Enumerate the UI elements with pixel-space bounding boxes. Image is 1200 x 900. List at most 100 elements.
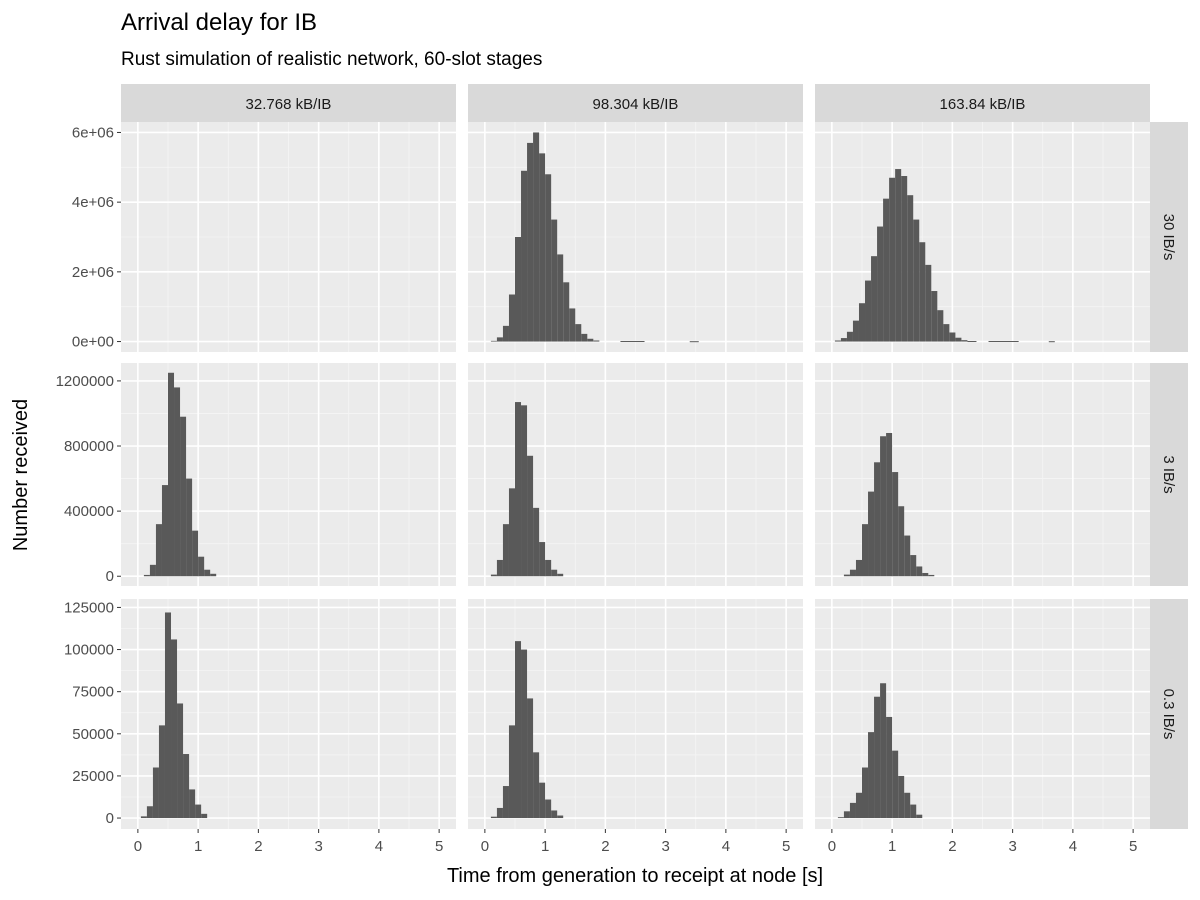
- histogram-bar: [575, 324, 582, 342]
- histogram-bar: [931, 291, 938, 342]
- strip-label: 32.768 kB/IB: [246, 96, 332, 113]
- x-tick-label: 2: [254, 838, 262, 855]
- histogram-bar: [177, 703, 184, 819]
- histogram-bar: [904, 535, 911, 577]
- histogram-bar: [581, 333, 588, 342]
- histogram-bar: [852, 320, 859, 342]
- histogram-bar: [527, 455, 534, 577]
- histogram-bar: [189, 789, 196, 819]
- histogram-bar: [849, 569, 856, 577]
- strip-label: 3 IB/s: [1160, 455, 1177, 493]
- chart-title: Arrival delay for IB: [121, 9, 317, 36]
- facet-panel: [815, 363, 1150, 586]
- facet-strip-row: 30 IB/s: [1150, 122, 1188, 352]
- histogram-bar: [514, 237, 522, 342]
- histogram-bar: [149, 564, 156, 577]
- strip-background: [1150, 363, 1188, 586]
- facet-panel: [815, 122, 1150, 352]
- histogram-bar: [171, 639, 178, 819]
- strip-background: [1150, 122, 1188, 352]
- x-tick-label: 1: [888, 838, 896, 855]
- histogram-bar: [861, 767, 869, 819]
- histogram-bar: [527, 142, 534, 342]
- facet-panel: [121, 363, 456, 586]
- histogram-bar: [886, 716, 893, 819]
- histogram-bar: [928, 574, 935, 577]
- histogram-bar: [167, 372, 175, 577]
- histogram-bar: [508, 294, 515, 342]
- histogram-bar: [557, 573, 564, 577]
- x-tick-label: 2: [601, 838, 609, 855]
- histogram-bar: [865, 280, 872, 342]
- histogram-bar: [186, 478, 193, 577]
- histogram-bar: [910, 804, 917, 819]
- histogram-bar: [551, 810, 558, 819]
- y-tick-label: 75000: [72, 684, 114, 701]
- histogram-bar: [880, 683, 887, 819]
- x-tick-label: 0: [134, 838, 142, 855]
- y-tick-label: 1200000: [56, 373, 114, 390]
- facet-panel: [815, 599, 1150, 829]
- histogram-bar: [988, 341, 1019, 343]
- chart-subtitle: Rust simulation of realistic network, 60…: [121, 49, 542, 70]
- histogram-bar: [152, 767, 159, 819]
- facet-panel: [121, 122, 456, 352]
- y-tick-label: 0: [106, 810, 114, 827]
- y-tick-label: 100000: [64, 642, 114, 659]
- facet-strip-col: 98.304 kB/IB: [468, 84, 803, 122]
- histogram-bar: [502, 325, 509, 342]
- histogram-bar: [889, 177, 896, 342]
- x-tick-label: 4: [722, 838, 730, 855]
- histogram-bar: [514, 641, 522, 819]
- x-tick-label: 5: [782, 838, 790, 855]
- histogram-bar: [174, 387, 181, 577]
- histogram-bar: [490, 816, 497, 819]
- histogram-bar: [955, 337, 962, 342]
- strip-label: 98.304 kB/IB: [593, 96, 679, 113]
- histogram-bar: [521, 405, 528, 577]
- x-tick-label: 2: [948, 838, 956, 855]
- histogram-bar: [158, 725, 165, 819]
- facet-panels: 32.768 kB/IB 98.304 kB/IB 163.84 kB/IB 30 I…: [56, 84, 1188, 855]
- facet-strip-col: 163.84 kB/IB: [815, 84, 1150, 122]
- histogram-bar: [192, 530, 199, 577]
- histogram-bar: [508, 488, 515, 577]
- histogram-bar: [587, 338, 594, 342]
- y-tick-label: 50000: [72, 726, 114, 743]
- x-tick-label: 5: [1129, 838, 1137, 855]
- histogram-bar: [514, 402, 522, 577]
- histogram-bar: [834, 340, 841, 342]
- histogram-bar: [961, 340, 968, 342]
- histogram-bar: [508, 725, 515, 819]
- histogram-bar: [855, 559, 862, 577]
- strip-background: [468, 84, 803, 122]
- histogram-bar: [502, 786, 509, 819]
- histogram-bar: [539, 153, 546, 342]
- histogram-bar: [913, 219, 920, 342]
- facet-strip-row: 0.3 IB/s: [1150, 599, 1188, 829]
- histogram-bar: [886, 432, 893, 577]
- histogram-bar: [861, 524, 869, 577]
- histogram-bar: [849, 802, 856, 819]
- x-tick-label: 1: [194, 838, 202, 855]
- strip-label: 163.84 kB/IB: [940, 96, 1026, 113]
- x-tick-label: 3: [661, 838, 669, 855]
- histogram-bar: [533, 507, 540, 577]
- histogram-bar: [858, 303, 866, 342]
- x-tick-label: 1: [541, 838, 549, 855]
- histogram-bar: [916, 814, 923, 819]
- facet-panel: [468, 363, 803, 586]
- facet-strip-col: 32.768 kB/IB: [121, 84, 456, 122]
- histogram-bar: [180, 416, 187, 577]
- histogram-bar: [937, 310, 944, 342]
- histogram-bar: [545, 799, 552, 819]
- histogram-bar: [557, 254, 564, 342]
- histogram-bar: [204, 569, 211, 577]
- histogram-bar: [843, 574, 850, 577]
- strip-background: [1150, 599, 1188, 829]
- histogram-bar: [868, 732, 875, 819]
- histogram-bar: [533, 752, 540, 819]
- strip-label: 30 IB/s: [1160, 214, 1177, 261]
- histogram-bar: [898, 506, 905, 577]
- histogram-bar: [496, 337, 503, 342]
